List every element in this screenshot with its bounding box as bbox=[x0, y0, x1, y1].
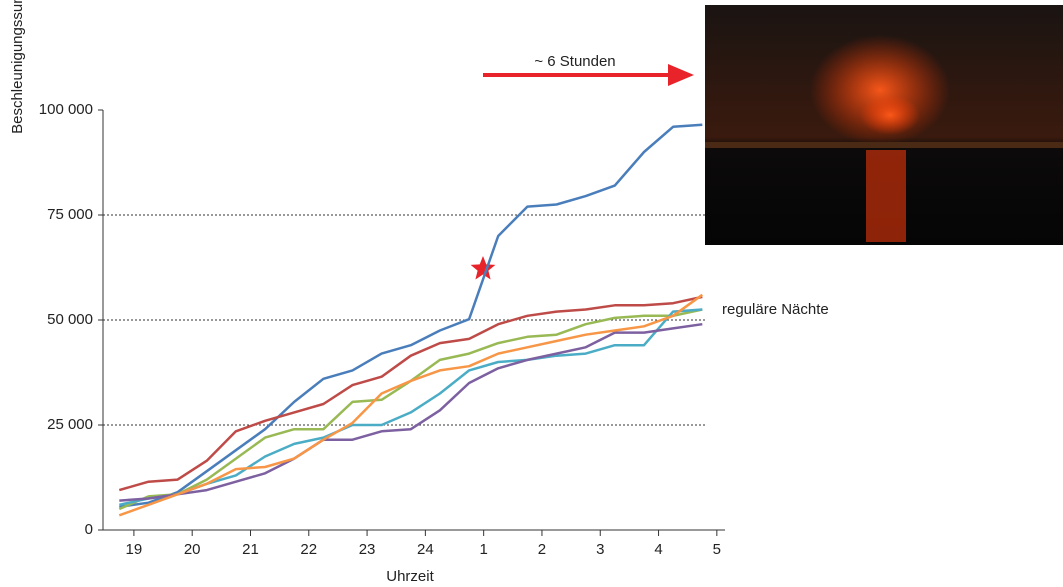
x-tick-label: 19 bbox=[126, 541, 143, 558]
x-tick-label: 5 bbox=[713, 541, 721, 558]
arrow bbox=[483, 64, 694, 86]
star bbox=[470, 256, 496, 280]
y-axis-title: Beschleunigungssummen bbox=[9, 0, 26, 134]
series-line bbox=[118, 293, 704, 517]
y-tick-label: 50 000 bbox=[47, 311, 93, 328]
annotation: ~ 6 Stunden bbox=[534, 53, 615, 70]
x-tick-label: 1 bbox=[479, 541, 487, 558]
x-tick-label: 3 bbox=[596, 541, 604, 558]
annotation: reguläre Nächte bbox=[722, 301, 829, 318]
x-tick-label: 24 bbox=[417, 541, 434, 558]
series-line bbox=[118, 295, 703, 492]
y-tick-label: 25 000 bbox=[47, 416, 93, 433]
x-tick-label: 20 bbox=[184, 541, 201, 558]
y-tick-label: 75 000 bbox=[47, 206, 93, 223]
x-tick-label: 21 bbox=[242, 541, 259, 558]
x-tick-label: 23 bbox=[359, 541, 376, 558]
series-line bbox=[119, 123, 703, 509]
x-axis-title: Uhrzeit bbox=[386, 568, 434, 585]
series-line bbox=[118, 308, 703, 511]
x-tick-label: 4 bbox=[654, 541, 662, 558]
x-tick-label: 2 bbox=[538, 541, 546, 558]
x-tick-label: 22 bbox=[300, 541, 317, 558]
y-tick-label: 0 bbox=[85, 521, 93, 538]
photo bbox=[705, 5, 1063, 245]
series-line bbox=[119, 308, 703, 507]
y-tick-label: 100 000 bbox=[39, 101, 93, 118]
series-line bbox=[119, 322, 703, 502]
